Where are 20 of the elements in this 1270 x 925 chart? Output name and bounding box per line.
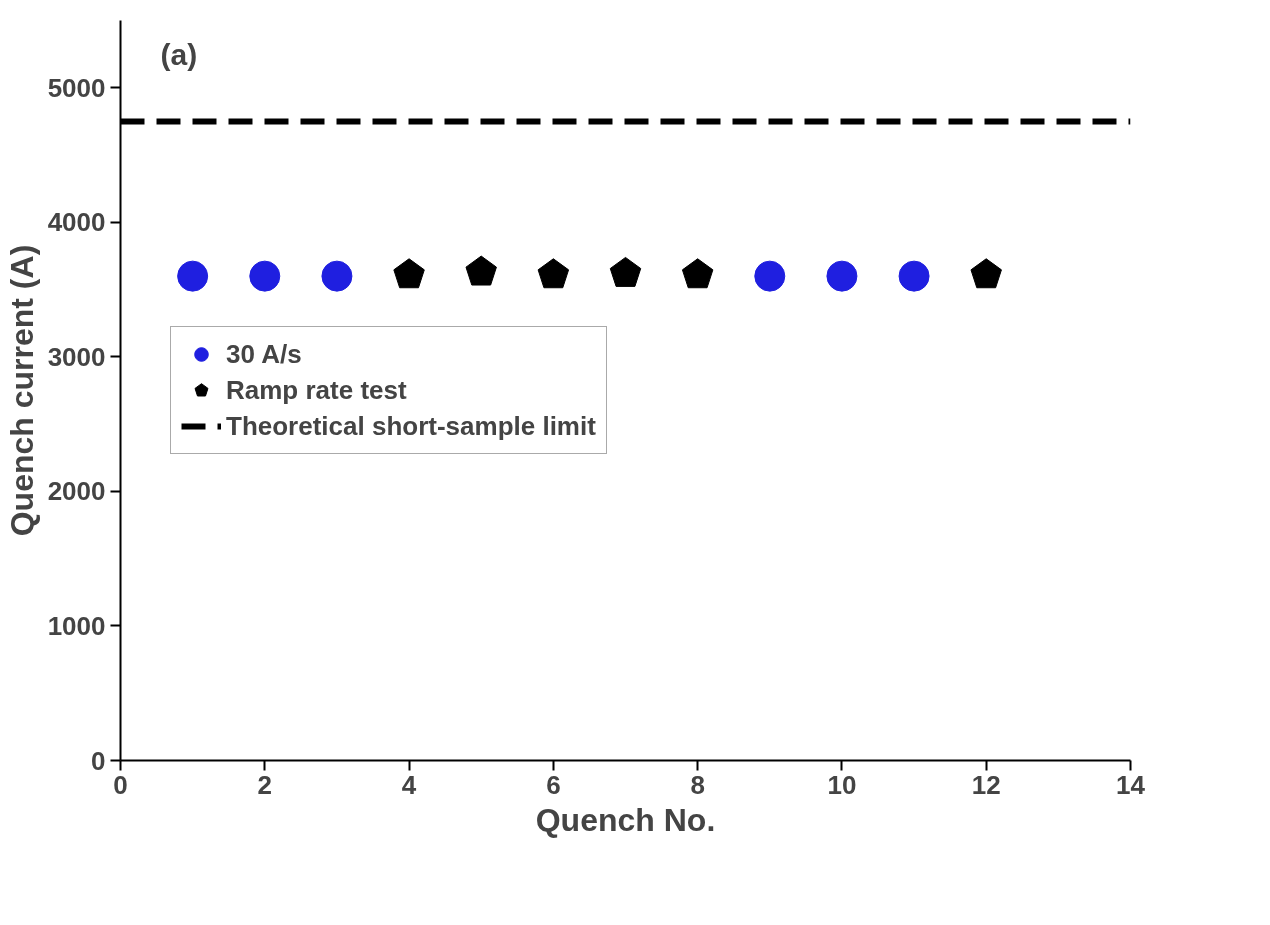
y-tick-label: 1000	[47, 610, 106, 641]
x-tick-label: 14	[1116, 769, 1146, 800]
x-tick-label: 8	[690, 769, 705, 800]
y-tick-label: 3000	[47, 341, 106, 372]
x-tick-label: 2	[257, 769, 273, 800]
y-axis-title: Quench current (A)	[3, 244, 40, 537]
y-tick-label: 5000	[47, 72, 106, 103]
x-tick-label: 4	[401, 769, 417, 800]
x-tick-label: 0	[113, 769, 128, 800]
x-axis-title: Quench No.	[535, 801, 716, 838]
y-tick-label: 0	[91, 745, 106, 776]
y-tick-label: 4000	[47, 207, 106, 238]
x-tick-label: 12	[971, 769, 1001, 800]
legend-label: 30 A/s	[226, 338, 302, 370]
x-tick-label: 6	[546, 769, 561, 800]
legend-label: Theoretical short-sample limit	[226, 410, 596, 442]
y-tick-label: 2000	[47, 476, 106, 507]
legend-label: Ramp rate test	[226, 374, 407, 406]
x-tick-label: 10	[827, 769, 857, 800]
annotation: (a)	[160, 37, 198, 71]
